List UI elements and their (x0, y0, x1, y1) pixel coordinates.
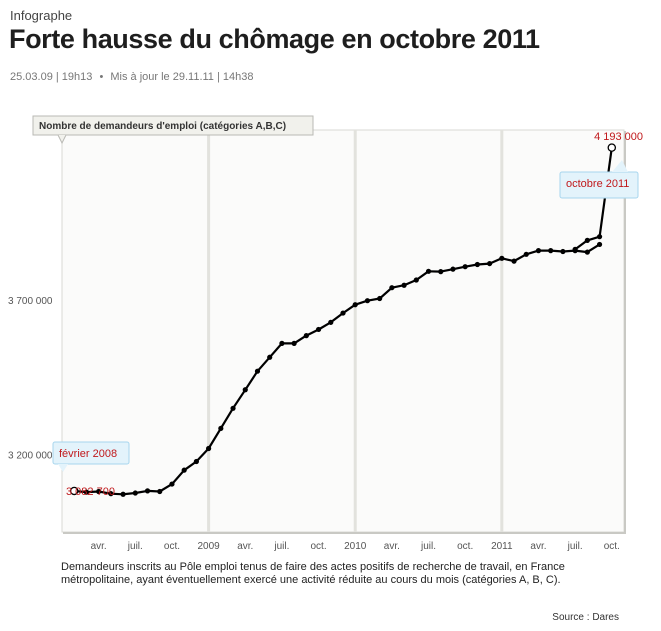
x-tick-label: avr. (530, 541, 546, 552)
data-point (279, 340, 285, 346)
x-tick-label: juil. (420, 541, 436, 552)
data-point (206, 445, 212, 452)
x-tick-label: 2011 (491, 541, 513, 552)
source-credit: Source : Dares (552, 612, 619, 623)
x-tick-label: avr. (384, 541, 400, 552)
data-point (254, 368, 261, 374)
x-tick-label: oct. (311, 541, 327, 552)
data-point (218, 425, 224, 432)
annotation-end-box (559, 171, 639, 199)
x-tick-label: oct. (604, 541, 620, 552)
chart-title-background (32, 115, 314, 136)
annotation-end-label: octobre 2011 (566, 178, 629, 190)
data-point (535, 248, 542, 254)
data-point (108, 491, 114, 497)
x-tick-label: juil. (567, 541, 583, 552)
page-title: Forte hausse du chômage en octobre 2011 (9, 24, 540, 54)
data-point (340, 310, 346, 316)
data-point (169, 481, 175, 487)
data-point (596, 234, 603, 240)
data-point (352, 302, 358, 308)
data-point (584, 237, 590, 243)
data-point-last (607, 143, 617, 152)
x-tick-label: oct. (164, 541, 180, 552)
x-tick-label: avr. (237, 541, 253, 552)
data-point (120, 491, 126, 497)
tick-layer: 3 200 000 3 700 000 avr. juil. oct. 2009 avr. j… (8, 296, 620, 552)
line-layer (69, 143, 617, 497)
chart-title: Nombre de demandeurs d'emploi (catégorie… (39, 121, 286, 132)
x-tick-label: oct. (457, 541, 473, 552)
x-tick-label: juil. (127, 541, 143, 552)
data-point (364, 298, 371, 304)
data-point (438, 269, 444, 275)
annotation-start-label: février 2008 (59, 448, 117, 460)
data-point (181, 467, 187, 473)
grid-layer (207, 130, 504, 532)
x-tick-label: 2009 (197, 541, 220, 552)
data-point (487, 260, 493, 267)
data-point (499, 255, 505, 261)
data-point (548, 248, 554, 254)
separator: • (99, 71, 104, 83)
data-point (291, 340, 297, 346)
data-point (83, 489, 90, 495)
data-point (96, 488, 102, 495)
data-point (511, 258, 517, 264)
data-point (193, 458, 199, 465)
data-point (596, 241, 603, 248)
data-point (560, 248, 566, 255)
annotation-end-value: 4 193 000 (594, 131, 643, 143)
data-point (462, 264, 468, 270)
plot-background (61, 129, 625, 533)
data-point (315, 326, 322, 333)
data-point (230, 405, 236, 411)
data-point (242, 387, 248, 393)
data-point (267, 354, 273, 360)
data-point (450, 266, 456, 272)
x-tick-label: avr. (91, 541, 107, 552)
x-tick-label: juil. (273, 541, 289, 552)
data-point (401, 282, 407, 288)
annotation-layer: février 2008 3 082 700 octobre 2011 4 193 0… (52, 131, 643, 498)
annotation-start-box (52, 441, 130, 465)
data-point (132, 490, 138, 496)
data-point (572, 248, 578, 254)
data-point (144, 488, 151, 494)
data-point (303, 333, 309, 339)
y-tick-label: 3 700 000 (8, 296, 53, 307)
chart-description: Demandeurs inscrits au Pôle emploi tenus… (61, 561, 565, 586)
dateline: 25.03.09 | 19h13 • Mis à jour le 29.11.1… (10, 71, 253, 83)
data-point (425, 268, 432, 274)
chart-title-pointer (57, 134, 67, 145)
data-point (413, 277, 419, 283)
data-point (474, 261, 480, 268)
data-point (377, 295, 383, 302)
annotation-start-pointer (58, 464, 68, 472)
data-point (523, 251, 529, 257)
kicker: Infographe (10, 8, 73, 23)
updated-date: Mis à jour le 29.11.11 | 14h38 (110, 71, 254, 83)
data-point (389, 285, 395, 291)
data-point-first (69, 486, 79, 496)
annotation-end-pointer (612, 160, 628, 172)
unemployment-line-chart: 3 200 000 3 700 000 avr. juil. oct. 2009 avr. j… (8, 115, 643, 552)
x-tick-label: 2010 (344, 541, 367, 552)
annotation-start-value: 3 082 700 (66, 486, 115, 498)
chart-title-box: Nombre de demandeurs d'emploi (catégorie… (32, 115, 314, 145)
y-tick-label: 3 200 000 (8, 451, 53, 462)
data-point (328, 319, 334, 325)
published-date: 25.03.09 | 19h13 (10, 71, 93, 83)
data-point (584, 249, 590, 255)
data-point (157, 488, 163, 495)
